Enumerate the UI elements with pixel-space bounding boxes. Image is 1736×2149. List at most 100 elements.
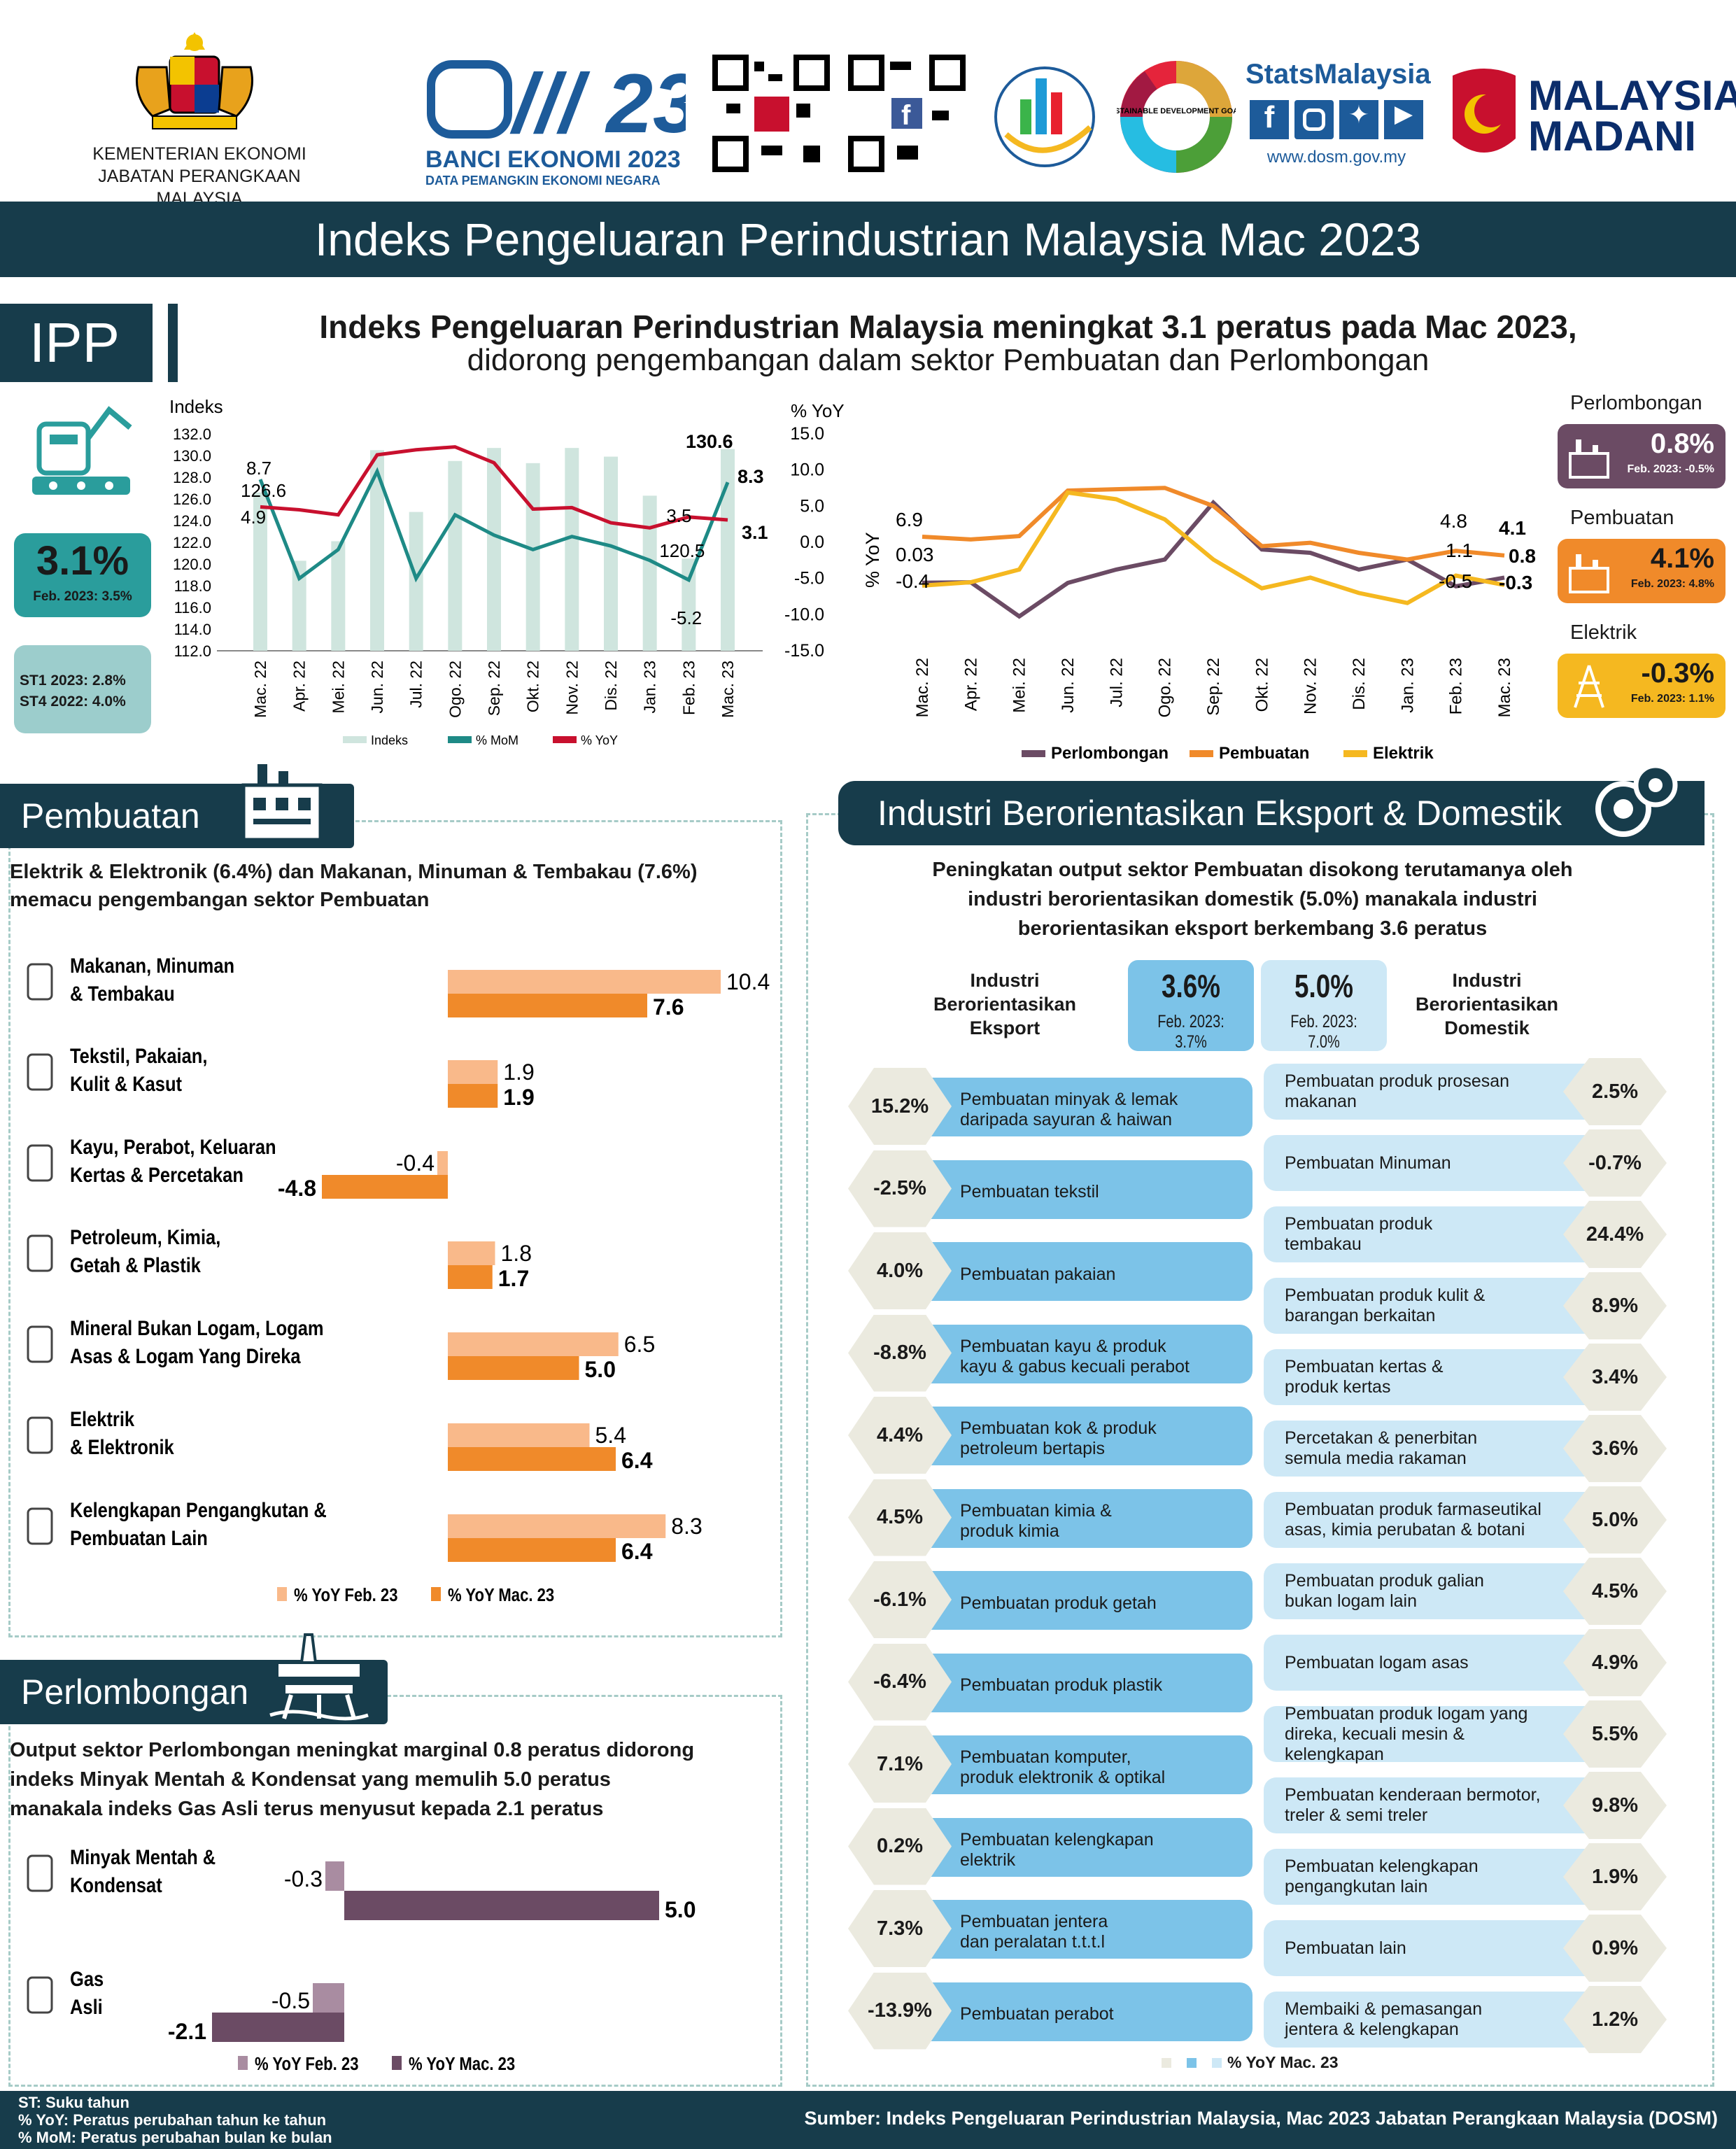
madani-line2: MADANI — [1528, 113, 1696, 160]
domestic-industry-label: Pembuatan Minuman — [1285, 1153, 1451, 1173]
stats-url[interactable]: www.dosm.gov.my — [1266, 148, 1406, 167]
sector-kpi-name: Pembuatan — [1570, 507, 1674, 529]
domestic-industry-pill: Pembuatan logam asas — [1264, 1635, 1600, 1691]
domestic-value-hex: 1.2% — [1563, 1986, 1667, 2053]
export-kpi-prev: Feb. 2023: 3.7% — [1157, 1012, 1225, 1052]
label-first-mom: 8.7 — [246, 458, 271, 479]
page-title: Indeks Pengeluaran Perindustrian Malaysi… — [314, 213, 1422, 265]
category-label: Asli — [70, 1995, 103, 2018]
footer-source: Sumber: Indeks Pengeluaran Perindustrian… — [804, 2108, 1719, 2129]
instagram-icon[interactable] — [1294, 100, 1334, 139]
st1-value: ST1 2023: 2.8% — [20, 672, 126, 689]
category-label: Mineral Bukan Logam, Logam — [70, 1316, 324, 1339]
export-industry-label: Pembuatan jentera dan peralatan t.t.t.l — [960, 1912, 1108, 1952]
export-industry-pill: Pembuatan komputer, produk elektronik & o… — [924, 1735, 1252, 1794]
label-perl-last: 0.8 — [1509, 545, 1536, 567]
qr-code-icon[interactable] — [712, 55, 830, 172]
x-tick-label: Sep. 22 — [1204, 658, 1223, 716]
legend-export-swatch — [1187, 2057, 1197, 2068]
domestic-heading-l2: Berorientasikan — [1415, 994, 1559, 1015]
oil-barrel-icon — [27, 1854, 53, 1892]
left-tick-label: 128.0 — [173, 469, 211, 486]
sector-kpi-name: Perlombongan — [1570, 392, 1702, 414]
export-industry-pill: Pembuatan produk plastik — [924, 1653, 1252, 1712]
domestic-industry-label: Pembuatan logam asas — [1285, 1652, 1469, 1672]
sector-kpi-card-perlombongan: 0.8% Feb. 2023: -0.5% — [1558, 424, 1726, 488]
y-axis-left-label: Indeks — [169, 396, 223, 417]
x-tick-label: Apr. 22 — [290, 661, 309, 712]
legend-label: Indeks — [371, 733, 408, 747]
domestic-industry-label: Pembuatan produk logam yang direka, kecua… — [1285, 1703, 1528, 1764]
bar-label-mac: -2.1 — [168, 2019, 206, 2044]
label-pemb-first: 6.9 — [896, 509, 923, 530]
sector-kpi-card-pembuatan: 4.1% Feb. 2023: 4.8% — [1558, 539, 1726, 603]
domestic-kpi-prev: Feb. 2023: 7.0% — [1290, 1012, 1357, 1052]
right-tick-label: 0.0 — [800, 533, 824, 552]
icon-shape — [27, 1416, 53, 1454]
ipp-kpi-value: 3.1% — [36, 538, 129, 584]
category-label: Getah & Plastik — [70, 1253, 201, 1276]
pembuatan-frame — [8, 820, 782, 1637]
sector-kpi-value: -0.3% — [1641, 658, 1715, 689]
pembuatan-title-text: Pembuatan — [21, 796, 200, 836]
index-bar — [565, 448, 579, 651]
st4-value: ST4 2022: 4.0% — [20, 693, 126, 710]
bar-mac — [448, 1265, 493, 1289]
twitter-icon[interactable]: ✦ — [1339, 100, 1378, 139]
domestic-industry-pill: Membaiki & pemasangan jentera & kelengkap… — [1264, 1992, 1600, 2048]
bar-mac — [448, 994, 647, 1017]
youtube-icon[interactable]: ▶ — [1384, 100, 1423, 139]
banci-ekonomi-logo: /// 23 BANCI EKONOMI 2023 DATA PEMANGKIN… — [425, 57, 700, 188]
left-tick-label: 126.0 — [173, 491, 211, 508]
domestic-value-hex: 4.9% — [1563, 1629, 1667, 1696]
bar-feb — [448, 1332, 619, 1356]
chemical-icon — [27, 1234, 53, 1272]
sector-kpi-prev: Feb. 2023: -0.5% — [1627, 463, 1715, 475]
ipp-subheadline: didorong pengembangan dalam sektor Pembu… — [467, 343, 1430, 377]
export-industry-label: Pembuatan kok & produk petroleum bertapis — [960, 1418, 1157, 1458]
electronics-icon — [27, 1416, 53, 1454]
x-tick-label: Ogo. 22 — [446, 661, 464, 718]
label-elek-first: -0.4 — [896, 570, 929, 592]
x-tick-label: Nov. 22 — [1301, 658, 1320, 714]
facebook-icon[interactable]: f — [1250, 100, 1289, 139]
sector-kpi-name: Elektrik — [1570, 621, 1637, 644]
domestic-industry-pill: Pembuatan kenderaan bermotor, treler & se… — [1264, 1777, 1600, 1833]
stats-malaysia-brand: StatsMalaysia — [1245, 59, 1431, 90]
export-industry-pill: Pembuatan kok & produk petroleum bertapis — [924, 1407, 1252, 1465]
gears-icon — [1595, 763, 1678, 837]
index-bar — [721, 449, 735, 651]
banci-subtitle: DATA PEMANGKIN EKONOMI NEGARA — [425, 174, 661, 188]
legend-swatch-feb — [238, 2056, 248, 2070]
legend-label: % MoM — [476, 733, 518, 747]
right-tick-label: 5.0 — [800, 496, 824, 516]
domestic-heading: Industri Berorientasikan Domestik — [1392, 968, 1581, 1040]
coat-of-arms-logo — [136, 32, 253, 129]
sector-kpi-prev: Feb. 2023: 4.8% — [1630, 578, 1714, 590]
category-label: Kayu, Perabot, Keluaran — [70, 1135, 276, 1158]
export-heading-l1: Industri — [970, 970, 1040, 991]
x-tick-label: Okt. 22 — [1252, 658, 1271, 712]
factory-icon — [1569, 554, 1609, 593]
export-industry-pill: Pembuatan pakaian — [924, 1242, 1252, 1301]
bar-feb — [448, 1423, 590, 1447]
domestic-industry-label: Pembuatan lain — [1285, 1938, 1406, 1958]
domestic-value-hex: 1.9% — [1563, 1843, 1667, 1910]
bar-label-mac: 1.7 — [498, 1266, 529, 1291]
domestic-industry-label: Percetakan & penerbitan semula media raka… — [1285, 1428, 1478, 1468]
domestic-value-hex: 4.5% — [1563, 1558, 1667, 1625]
legend-domestic-swatch — [1212, 2057, 1222, 2068]
legend-label-feb: % YoY Feb. 23 — [294, 1585, 398, 1605]
export-industry-pill: Pembuatan jentera dan peralatan t.t.t.l — [924, 1900, 1252, 1959]
perlombongan-title-text: Perlombongan — [21, 1672, 249, 1712]
facebook-qr-code-icon[interactable]: f — [848, 55, 966, 172]
ipp-quarter-card: ST1 2023: 2.8% ST4 2022: 4.0% — [14, 645, 151, 733]
domestic-industry-pill: Pembuatan kelengkapan pengangkutan lain — [1264, 1849, 1600, 1905]
eksport-desc-line1: Peningkatan output sektor Pembuatan diso… — [932, 859, 1573, 881]
label-feb-mom: -5.2 — [670, 607, 702, 628]
export-industry-label: Pembuatan kelengkapan elektrik — [960, 1829, 1154, 1870]
domestic-value-hex: 8.9% — [1563, 1272, 1667, 1339]
bar-label-mac: -4.8 — [278, 1176, 316, 1201]
sector-kpi-card-elektrik: -0.3% Feb. 2023: 1.1% — [1558, 654, 1726, 718]
index-bar — [604, 456, 618, 651]
